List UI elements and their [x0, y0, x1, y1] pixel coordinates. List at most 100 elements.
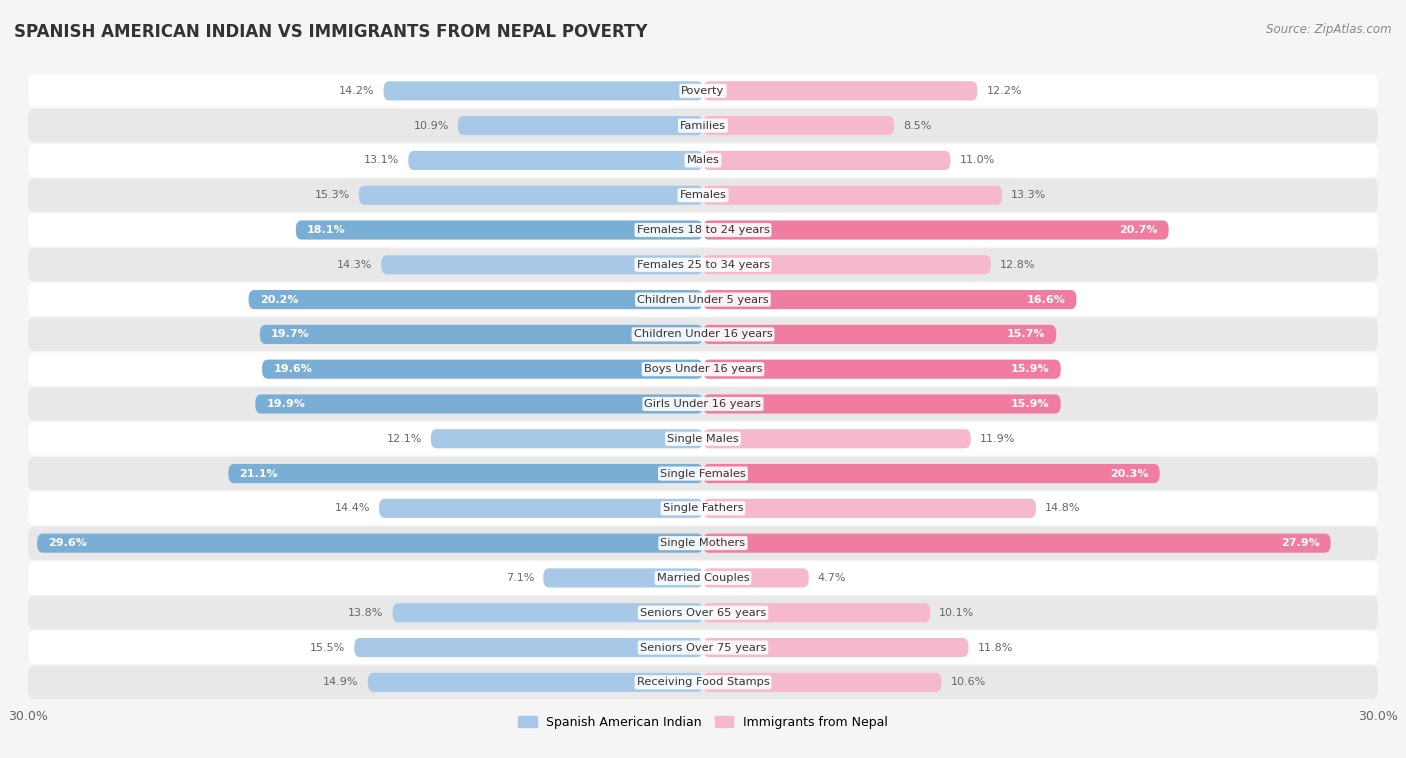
Text: Single Mothers: Single Mothers [661, 538, 745, 548]
FancyBboxPatch shape [295, 221, 703, 240]
FancyBboxPatch shape [703, 534, 1330, 553]
FancyBboxPatch shape [28, 283, 1378, 316]
Text: 14.8%: 14.8% [1045, 503, 1080, 513]
Text: 14.9%: 14.9% [323, 678, 359, 688]
FancyBboxPatch shape [28, 318, 1378, 351]
FancyBboxPatch shape [703, 255, 991, 274]
FancyBboxPatch shape [262, 359, 703, 379]
FancyBboxPatch shape [458, 116, 703, 135]
Text: 11.0%: 11.0% [959, 155, 994, 165]
Text: 21.1%: 21.1% [239, 468, 278, 478]
Text: 13.3%: 13.3% [1011, 190, 1046, 200]
FancyBboxPatch shape [28, 213, 1378, 246]
FancyBboxPatch shape [703, 151, 950, 170]
FancyBboxPatch shape [354, 638, 703, 657]
Text: Families: Families [681, 121, 725, 130]
Text: 20.7%: 20.7% [1119, 225, 1157, 235]
FancyBboxPatch shape [28, 666, 1378, 699]
FancyBboxPatch shape [368, 673, 703, 692]
FancyBboxPatch shape [359, 186, 703, 205]
Text: Girls Under 16 years: Girls Under 16 years [644, 399, 762, 409]
FancyBboxPatch shape [28, 179, 1378, 212]
FancyBboxPatch shape [256, 394, 703, 414]
Text: 14.2%: 14.2% [339, 86, 374, 96]
FancyBboxPatch shape [703, 394, 1060, 414]
Text: 8.5%: 8.5% [903, 121, 932, 130]
FancyBboxPatch shape [37, 534, 703, 553]
Text: 15.3%: 15.3% [315, 190, 350, 200]
Text: 20.2%: 20.2% [260, 295, 298, 305]
Text: 15.9%: 15.9% [1011, 364, 1049, 374]
Text: 11.8%: 11.8% [977, 643, 1012, 653]
FancyBboxPatch shape [28, 144, 1378, 177]
Text: Married Couples: Married Couples [657, 573, 749, 583]
Text: 20.3%: 20.3% [1111, 468, 1149, 478]
FancyBboxPatch shape [703, 186, 1002, 205]
FancyBboxPatch shape [703, 603, 931, 622]
FancyBboxPatch shape [703, 638, 969, 657]
Text: 12.2%: 12.2% [987, 86, 1022, 96]
FancyBboxPatch shape [28, 109, 1378, 143]
Text: Males: Males [686, 155, 720, 165]
Text: 18.1%: 18.1% [307, 225, 346, 235]
Text: 12.1%: 12.1% [387, 434, 422, 443]
FancyBboxPatch shape [381, 255, 703, 274]
FancyBboxPatch shape [28, 457, 1378, 490]
Text: Seniors Over 65 years: Seniors Over 65 years [640, 608, 766, 618]
FancyBboxPatch shape [28, 422, 1378, 456]
Text: 19.7%: 19.7% [271, 330, 309, 340]
FancyBboxPatch shape [408, 151, 703, 170]
FancyBboxPatch shape [703, 429, 970, 448]
Text: Single Fathers: Single Fathers [662, 503, 744, 513]
FancyBboxPatch shape [703, 499, 1036, 518]
FancyBboxPatch shape [260, 325, 703, 344]
Text: Females: Females [679, 190, 727, 200]
Text: 15.5%: 15.5% [311, 643, 346, 653]
FancyBboxPatch shape [703, 81, 977, 100]
Text: 16.6%: 16.6% [1026, 295, 1066, 305]
Text: 10.1%: 10.1% [939, 608, 974, 618]
Text: 19.9%: 19.9% [267, 399, 305, 409]
Text: Seniors Over 75 years: Seniors Over 75 years [640, 643, 766, 653]
Text: Children Under 5 years: Children Under 5 years [637, 295, 769, 305]
Text: 14.4%: 14.4% [335, 503, 370, 513]
Text: 13.1%: 13.1% [364, 155, 399, 165]
FancyBboxPatch shape [28, 352, 1378, 386]
Text: 27.9%: 27.9% [1281, 538, 1319, 548]
FancyBboxPatch shape [28, 561, 1378, 594]
FancyBboxPatch shape [392, 603, 703, 622]
FancyBboxPatch shape [703, 290, 1077, 309]
Text: 15.9%: 15.9% [1011, 399, 1049, 409]
FancyBboxPatch shape [703, 325, 1056, 344]
Text: Boys Under 16 years: Boys Under 16 years [644, 364, 762, 374]
FancyBboxPatch shape [703, 673, 942, 692]
Legend: Spanish American Indian, Immigrants from Nepal: Spanish American Indian, Immigrants from… [513, 711, 893, 734]
FancyBboxPatch shape [28, 596, 1378, 629]
Text: 10.6%: 10.6% [950, 678, 986, 688]
FancyBboxPatch shape [703, 464, 1160, 483]
Text: 7.1%: 7.1% [506, 573, 534, 583]
FancyBboxPatch shape [703, 568, 808, 587]
Text: 19.6%: 19.6% [273, 364, 312, 374]
Text: Single Females: Single Females [661, 468, 745, 478]
Text: 11.9%: 11.9% [980, 434, 1015, 443]
Text: SPANISH AMERICAN INDIAN VS IMMIGRANTS FROM NEPAL POVERTY: SPANISH AMERICAN INDIAN VS IMMIGRANTS FR… [14, 23, 648, 41]
Text: 4.7%: 4.7% [818, 573, 846, 583]
FancyBboxPatch shape [703, 116, 894, 135]
FancyBboxPatch shape [28, 248, 1378, 281]
Text: 10.9%: 10.9% [413, 121, 449, 130]
FancyBboxPatch shape [249, 290, 703, 309]
FancyBboxPatch shape [380, 499, 703, 518]
FancyBboxPatch shape [703, 221, 1168, 240]
Text: Children Under 16 years: Children Under 16 years [634, 330, 772, 340]
Text: 15.7%: 15.7% [1007, 330, 1045, 340]
Text: Females 18 to 24 years: Females 18 to 24 years [637, 225, 769, 235]
FancyBboxPatch shape [28, 527, 1378, 560]
Text: 12.8%: 12.8% [1000, 260, 1035, 270]
Text: Poverty: Poverty [682, 86, 724, 96]
FancyBboxPatch shape [28, 74, 1378, 108]
Text: Source: ZipAtlas.com: Source: ZipAtlas.com [1267, 23, 1392, 36]
FancyBboxPatch shape [228, 464, 703, 483]
FancyBboxPatch shape [28, 492, 1378, 525]
Text: 29.6%: 29.6% [48, 538, 87, 548]
